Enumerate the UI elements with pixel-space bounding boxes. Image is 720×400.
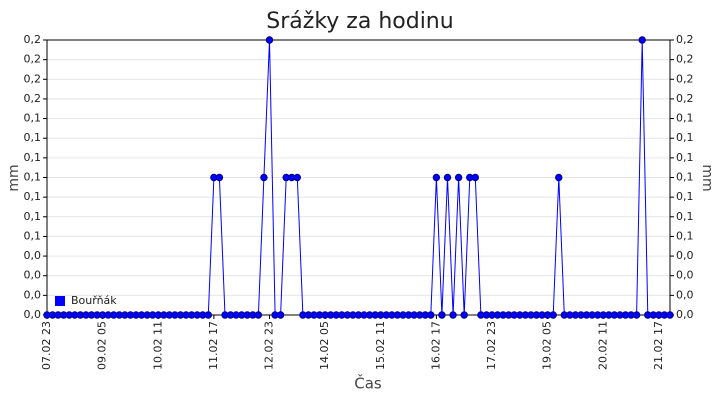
x-tick-label: 12.02 23 <box>263 321 276 370</box>
y2-axis-label: mm <box>699 164 715 191</box>
x-axis-label: Čas <box>354 374 382 393</box>
data-point <box>666 311 674 319</box>
data-point <box>555 173 563 182</box>
data-point <box>454 173 463 182</box>
data-point <box>443 173 452 182</box>
data-point <box>438 311 446 319</box>
y2-tick-label: 0,1 <box>676 112 694 125</box>
y-tick-label: 0,0 <box>24 269 42 282</box>
data-point <box>276 311 285 319</box>
legend-swatch <box>55 296 65 306</box>
data-point <box>632 311 641 319</box>
y2-tick-label: 0,1 <box>676 131 694 144</box>
data-point <box>260 173 268 182</box>
data-point <box>254 311 263 319</box>
x-tick-label: 19.02 05 <box>541 321 554 370</box>
y2-tick-label: 0,0 <box>676 249 694 262</box>
y-tick-label: 0,2 <box>24 53 42 66</box>
y-tick-label: 0,0 <box>24 308 42 321</box>
y2-tick-label: 0,0 <box>676 269 694 282</box>
y-axis-label: mm <box>6 164 22 191</box>
y-tick-label: 0,2 <box>24 92 42 105</box>
x-tick-label: 20.02 11 <box>596 321 609 370</box>
x-tick-label: 17.02 23 <box>485 321 498 370</box>
y2-tick-label: 0,1 <box>676 171 694 184</box>
y-tick-label: 0,2 <box>24 72 42 85</box>
data-point <box>549 311 557 319</box>
x-tick-label: 09.02 05 <box>96 321 109 370</box>
chart-title: Srážky za hodinu <box>266 9 453 34</box>
y2-tick-label: 0,0 <box>676 308 694 321</box>
y-tick-label: 0,1 <box>24 151 42 164</box>
x-tick-label: 15.02 11 <box>374 321 387 370</box>
x-tick-label: 07.02 23 <box>40 321 53 370</box>
y2-tick-label: 0,2 <box>676 33 694 46</box>
data-point <box>432 173 441 182</box>
y-tick-label: 0,1 <box>24 131 42 144</box>
x-tick-label: 21.02 17 <box>652 321 665 370</box>
y2-tick-label: 0,1 <box>676 210 694 223</box>
y2-tick-label: 0,0 <box>676 288 694 301</box>
data-point <box>638 36 646 44</box>
y-tick-label: 0,2 <box>24 33 42 46</box>
data-point <box>427 311 435 319</box>
y2-tick-label: 0,2 <box>676 72 694 85</box>
data-point <box>265 36 274 44</box>
y2-tick-label: 0,1 <box>676 190 694 203</box>
y2-tick-label: 0,2 <box>676 92 694 105</box>
data-point <box>293 173 302 182</box>
legend-label: Bouřňák <box>71 294 117 307</box>
data-point <box>449 311 457 319</box>
y-tick-label: 0,1 <box>24 112 42 125</box>
y-tick-label: 0,0 <box>24 288 42 301</box>
y-tick-label: 0,1 <box>24 229 42 242</box>
y-tick-label: 0,1 <box>24 190 42 203</box>
y-tick-label: 0,1 <box>24 210 42 223</box>
x-tick-label: 14.02 05 <box>318 321 331 370</box>
x-tick-label: 10.02 11 <box>151 321 164 370</box>
y2-tick-label: 0,1 <box>676 229 694 242</box>
data-point <box>460 311 468 319</box>
data-point <box>215 173 224 182</box>
x-tick-label: 11.02 17 <box>207 321 220 370</box>
y-tick-label: 0,1 <box>24 171 42 184</box>
x-tick-label: 16.02 17 <box>429 321 442 370</box>
data-point <box>204 311 213 319</box>
y-tick-label: 0,0 <box>24 249 42 262</box>
y2-tick-label: 0,2 <box>676 53 694 66</box>
y2-tick-label: 0,1 <box>676 151 694 164</box>
data-point <box>471 173 480 182</box>
